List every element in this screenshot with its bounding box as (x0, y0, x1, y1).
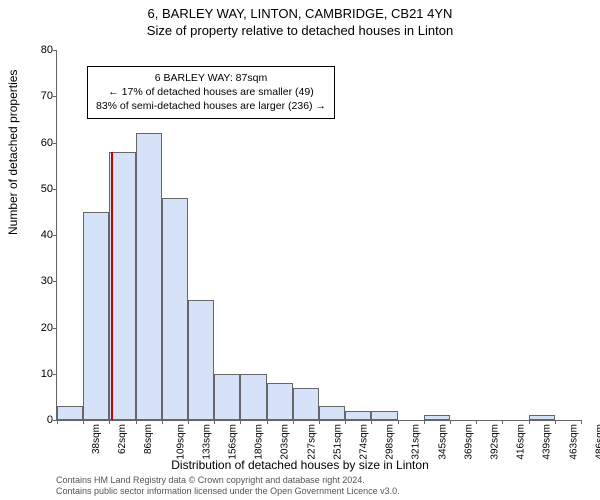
x-tick-mark (371, 420, 372, 424)
x-tick-label: 133sqm (201, 424, 212, 460)
chart-title-main: 6, BARLEY WAY, LINTON, CAMBRIDGE, CB21 4… (0, 0, 600, 21)
x-tick-mark (529, 420, 530, 424)
y-tick-mark (53, 235, 57, 236)
histogram-bar (345, 411, 371, 420)
x-tick-mark (398, 420, 399, 424)
x-tick-label: 274sqm (359, 424, 370, 460)
x-tick-mark (581, 420, 582, 424)
y-axis-label: Number of detached properties (6, 70, 20, 235)
x-tick-label: 298sqm (385, 424, 396, 460)
x-tick-mark (240, 420, 241, 424)
x-tick-mark (476, 420, 477, 424)
y-tick-mark (53, 50, 57, 51)
x-tick-mark (424, 420, 425, 424)
histogram-bar (319, 406, 345, 420)
x-tick-mark (214, 420, 215, 424)
x-tick-label: 86sqm (143, 424, 154, 454)
property-marker-line (111, 152, 113, 420)
x-tick-label: 227sqm (306, 424, 317, 460)
x-tick-mark (83, 420, 84, 424)
x-tick-mark (109, 420, 110, 424)
y-tick-mark (53, 374, 57, 375)
x-tick-label: 180sqm (254, 424, 265, 460)
histogram-bar (293, 388, 319, 420)
x-tick-label: 463sqm (568, 424, 579, 460)
x-tick-label: 345sqm (437, 424, 448, 460)
chart-title-sub: Size of property relative to detached ho… (0, 21, 600, 38)
x-tick-label: 486sqm (594, 424, 600, 460)
histogram-bar (214, 374, 240, 420)
y-tick-mark (53, 281, 57, 282)
histogram-bar (57, 406, 83, 420)
histogram-bar (136, 133, 162, 420)
x-tick-label: 321sqm (411, 424, 422, 460)
x-tick-label: 156sqm (228, 424, 239, 460)
histogram-bar (240, 374, 266, 420)
x-tick-mark (162, 420, 163, 424)
x-tick-label: 392sqm (490, 424, 501, 460)
x-tick-mark (450, 420, 451, 424)
chart-container: 6, BARLEY WAY, LINTON, CAMBRIDGE, CB21 4… (0, 0, 600, 500)
annotation-box: 6 BARLEY WAY: 87sqm ← 17% of detached ho… (87, 66, 335, 119)
footer-attribution: Contains HM Land Registry data © Crown c… (56, 475, 400, 498)
annotation-line1: 6 BARLEY WAY: 87sqm (96, 71, 326, 85)
x-axis-label: Distribution of detached houses by size … (0, 458, 600, 472)
x-tick-mark (502, 420, 503, 424)
histogram-bar (267, 383, 293, 420)
x-tick-mark (345, 420, 346, 424)
annotation-line2: ← 17% of detached houses are smaller (49… (96, 85, 326, 99)
x-tick-label: 251sqm (332, 424, 343, 460)
histogram-bar (371, 411, 397, 420)
x-tick-label: 416sqm (516, 424, 527, 460)
x-tick-mark (57, 420, 58, 424)
x-tick-mark (319, 420, 320, 424)
histogram-bar (424, 415, 450, 420)
x-tick-label: 62sqm (117, 424, 128, 454)
histogram-bar (83, 212, 109, 420)
x-tick-label: 203sqm (280, 424, 291, 460)
x-tick-mark (555, 420, 556, 424)
y-tick-mark (53, 143, 57, 144)
histogram-bar (529, 415, 555, 420)
footer-line1: Contains HM Land Registry data © Crown c… (56, 475, 400, 487)
x-tick-label: 439sqm (542, 424, 553, 460)
x-tick-label: 38sqm (91, 424, 102, 454)
annotation-line3: 83% of semi-detached houses are larger (… (96, 99, 326, 113)
y-tick-mark (53, 328, 57, 329)
y-tick-mark (53, 96, 57, 97)
x-tick-label: 369sqm (463, 424, 474, 460)
x-tick-mark (136, 420, 137, 424)
x-tick-mark (293, 420, 294, 424)
histogram-bar (188, 300, 214, 420)
x-tick-label: 109sqm (175, 424, 186, 460)
x-tick-mark (188, 420, 189, 424)
plot-area: 6 BARLEY WAY: 87sqm ← 17% of detached ho… (56, 50, 581, 421)
histogram-bar (162, 198, 188, 420)
footer-line2: Contains public sector information licen… (56, 486, 400, 498)
y-tick-mark (53, 189, 57, 190)
x-tick-mark (267, 420, 268, 424)
